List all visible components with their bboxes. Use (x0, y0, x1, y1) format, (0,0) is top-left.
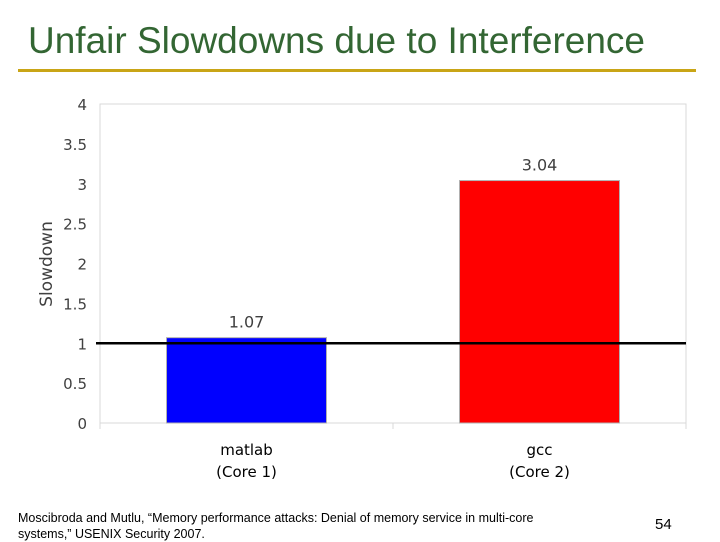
y-tick-label: 4 (77, 96, 87, 114)
page-number: 54 (655, 516, 672, 533)
y-tick-label: 0 (77, 415, 87, 433)
y-axis-label: Slowdown (37, 221, 57, 307)
y-tick-label: 1.5 (63, 295, 87, 313)
x-category-label: matlab (Core 1) (216, 441, 277, 481)
slide-title: Unfair Slowdowns due to Interference (28, 20, 646, 61)
citation: Moscibroda and Mutlu, “Memory performanc… (18, 511, 534, 541)
title-divider (18, 69, 696, 72)
bar-chart: 0 0.5 1 1.5 2 2.5 3 3.5 4 Slowdown 1.07 3.04 (37, 96, 687, 433)
bar (166, 337, 327, 424)
data-label: 3.04 (522, 156, 558, 175)
y-tick-label: 0.5 (63, 375, 87, 393)
data-label: 1.07 (229, 313, 265, 332)
y-tick-label: 2.5 (63, 216, 87, 234)
bar (459, 180, 620, 424)
y-tick-label: 3.5 (63, 136, 87, 154)
y-tick-label: 1 (77, 335, 87, 353)
x-category-label: gcc (Core 2) (509, 441, 570, 481)
y-tick-label: 2 (77, 256, 87, 274)
y-tick-label: 3 (77, 176, 87, 194)
